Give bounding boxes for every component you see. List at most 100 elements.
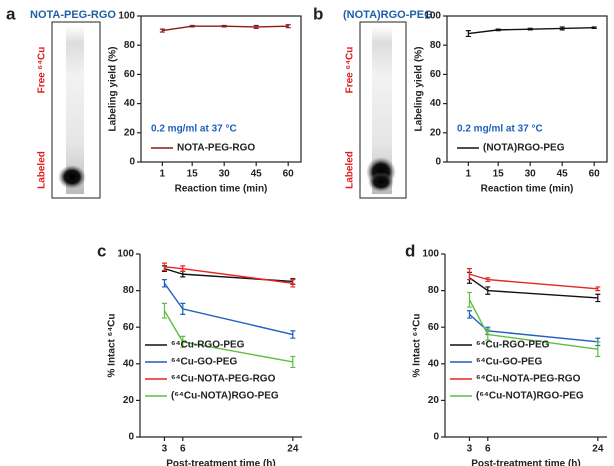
error-bar	[159, 28, 165, 33]
error-bar	[495, 28, 501, 32]
legend-label: (NOTA)RGO-PEG	[483, 143, 565, 154]
y-tick-label: 0	[128, 432, 134, 443]
error-bar	[221, 24, 227, 28]
y-tick-label: 100	[424, 11, 441, 22]
y-tick-label: 40	[428, 358, 440, 369]
error-bar	[559, 26, 565, 31]
x-tick-label: 45	[557, 169, 569, 180]
x-tick-label: 3	[467, 444, 473, 455]
panel-label: a	[6, 4, 16, 23]
x-axis-label: Post-treatment time (h)	[471, 459, 580, 466]
x-tick-label: 30	[525, 169, 537, 180]
legend-label: (⁶⁴Cu-NOTA)RGO-PEG	[171, 391, 279, 402]
y-tick-label: 100	[422, 249, 439, 260]
legend-label: ⁶⁴Cu-NOTA-PEG-RGO	[171, 374, 276, 385]
x-tick-label: 24	[592, 444, 604, 455]
series-line	[164, 266, 293, 284]
error-bar	[290, 355, 296, 369]
y-tick-label: 20	[430, 127, 442, 138]
gel-image-b	[359, 21, 407, 199]
x-tick-label: 6	[485, 444, 491, 455]
y-tick-label: 0	[433, 432, 439, 443]
x-tick-label: 24	[287, 444, 299, 455]
y-tick-label: 80	[428, 285, 440, 296]
x-tick-label: 60	[283, 169, 295, 180]
x-tick-label: 30	[219, 169, 231, 180]
error-bar	[485, 277, 491, 283]
y-tick-label: 60	[430, 69, 442, 80]
x-axis-label: Reaction time (min)	[175, 184, 268, 195]
series-line	[468, 313, 598, 343]
series-line	[163, 282, 293, 336]
plot-frame	[140, 15, 302, 163]
legend-label: ⁶⁴Cu-NOTA-PEG-RGO	[476, 374, 581, 385]
error-bar	[180, 265, 186, 272]
error-bar	[290, 279, 296, 288]
annotation: 0.2 mg/ml at 37 °C	[151, 124, 237, 135]
x-tick-label: 6	[180, 444, 186, 455]
x-tick-label: 15	[187, 169, 199, 180]
error-bar	[485, 286, 491, 295]
legend-label: ⁶⁴Cu-RGO-PEG	[476, 340, 550, 351]
y-tick-label: 80	[430, 40, 442, 51]
gel-label: Free ⁶⁴Cu	[37, 47, 48, 94]
y-tick-label: 100	[117, 249, 134, 260]
legend-label: ⁶⁴Cu-GO-PEG	[171, 357, 237, 368]
error-bar	[485, 328, 491, 341]
x-tick-label: 1	[160, 169, 166, 180]
gel-label: Labeled	[345, 151, 356, 189]
error-bar	[253, 24, 259, 30]
error-bar	[466, 268, 472, 281]
annotation: 0.2 mg/ml at 37 °C	[457, 124, 543, 135]
legend-label: NOTA-PEG-RGO	[177, 143, 255, 154]
x-axis-label: Post-treatment time (h)	[166, 459, 275, 466]
y-tick-label: 40	[124, 98, 136, 109]
error-bar	[595, 293, 601, 303]
y-axis-label: Labeling yield (%)	[414, 46, 425, 131]
panel-label: c	[97, 241, 106, 260]
y-tick-label: 20	[428, 395, 440, 406]
error-bar	[189, 24, 195, 28]
y-tick-label: 20	[123, 395, 135, 406]
error-bar	[465, 30, 471, 38]
panel-title: NOTA-PEG-RGO	[30, 9, 116, 21]
y-tick-label: 60	[123, 322, 135, 333]
error-bar	[466, 310, 472, 319]
panel-title: (NOTA)RGO-PEG	[343, 9, 433, 21]
error-bar	[466, 291, 472, 308]
y-tick-label: 20	[124, 127, 136, 138]
error-bar	[290, 330, 296, 339]
y-axis-label: % Intact ⁶⁴Cu	[412, 314, 423, 378]
legend-label: (⁶⁴Cu-NOTA)RGO-PEG	[476, 391, 584, 402]
y-tick-label: 80	[124, 40, 136, 51]
y-tick-label: 80	[123, 285, 135, 296]
x-tick-label: 60	[589, 169, 601, 180]
error-bar	[591, 26, 597, 30]
y-tick-label: 40	[123, 358, 135, 369]
legend-label: ⁶⁴Cu-GO-PEG	[476, 357, 542, 368]
y-axis-label: % Intact ⁶⁴Cu	[107, 314, 118, 378]
error-bar	[161, 279, 167, 288]
error-bar	[161, 302, 167, 319]
y-tick-label: 60	[428, 322, 440, 333]
error-bar	[595, 286, 601, 292]
panel-label: d	[405, 241, 415, 260]
y-tick-label: 100	[118, 11, 135, 22]
error-bar	[285, 24, 291, 29]
x-tick-label: 15	[493, 169, 505, 180]
legend-label: ⁶⁴Cu-RGO-PEG	[171, 340, 245, 351]
plot-frame	[446, 15, 608, 163]
y-tick-label: 0	[435, 157, 441, 168]
y-tick-label: 0	[129, 157, 135, 168]
x-axis-label: Reaction time (min)	[481, 184, 574, 195]
y-tick-label: 40	[430, 98, 442, 109]
x-tick-label: 45	[251, 169, 263, 180]
error-bar	[161, 262, 167, 272]
panel-label: b	[313, 4, 323, 23]
error-bar	[180, 302, 186, 315]
error-bar	[180, 335, 186, 348]
x-tick-label: 3	[162, 444, 168, 455]
gel-label: Free ⁶⁴Cu	[345, 47, 356, 94]
x-tick-label: 1	[466, 169, 472, 180]
